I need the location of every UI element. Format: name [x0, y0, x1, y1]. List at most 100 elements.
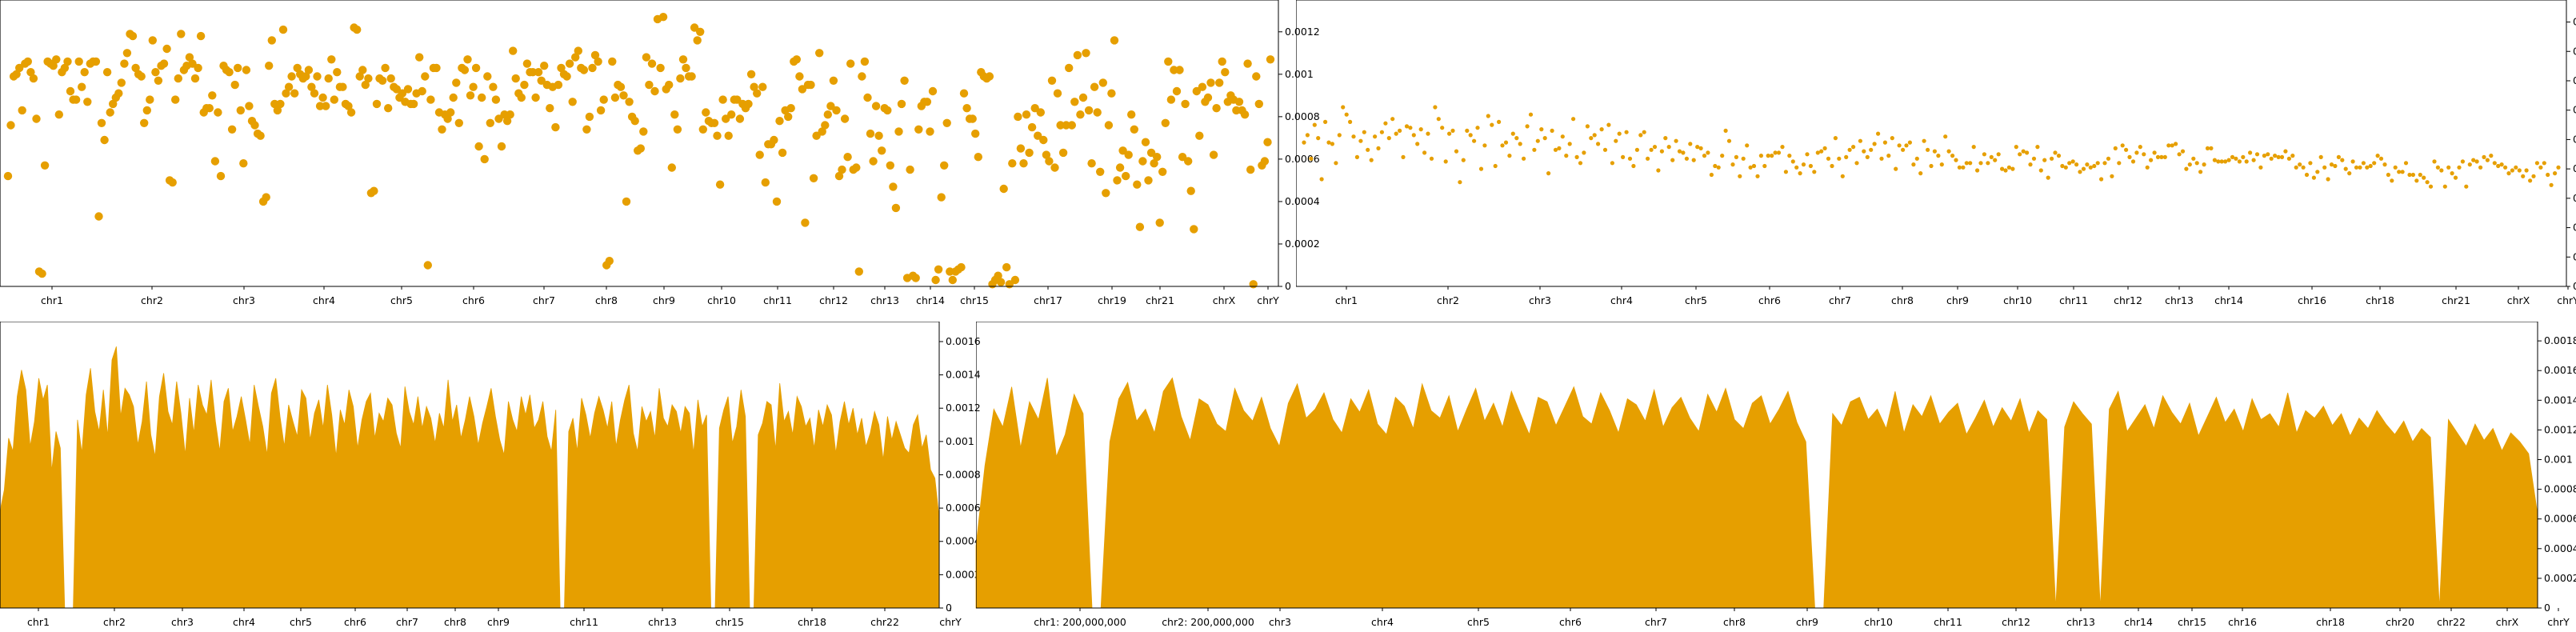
data-point	[1002, 262, 1011, 272]
data-point	[1334, 161, 1338, 166]
data-point	[1914, 156, 1919, 161]
x-tick-label: chr3	[1269, 616, 1291, 628]
data-point	[1713, 163, 1718, 169]
data-point	[1465, 128, 1470, 133]
x-tick-label: chr3	[233, 294, 255, 306]
data-point	[423, 261, 432, 270]
y-tick-label: 0.0014	[2573, 74, 2576, 86]
data-point	[2170, 143, 2174, 148]
data-point	[2106, 156, 2111, 161]
data-point	[2382, 162, 2387, 167]
data-point	[1691, 158, 1696, 162]
data-point	[142, 106, 151, 115]
coverage-area	[975, 377, 2538, 609]
y-tick-label: 0.0002	[1285, 238, 1320, 250]
data-point	[1337, 133, 1342, 138]
y-tick-label: 0.0006	[2544, 513, 2576, 525]
data-point	[1436, 117, 1441, 122]
data-point	[1146, 148, 1156, 158]
data-point	[2347, 171, 2352, 176]
y-tick-label: 0.001	[2573, 133, 2576, 145]
data-point	[551, 122, 560, 132]
data-point	[744, 99, 753, 109]
data-point	[2010, 166, 2015, 171]
data-point	[54, 110, 64, 119]
data-point	[1706, 150, 1710, 155]
data-point	[372, 99, 382, 109]
data-point	[1122, 171, 1130, 181]
data-point	[2063, 165, 2068, 170]
data-point	[146, 95, 154, 104]
data-point	[494, 114, 503, 123]
data-point	[2418, 172, 2422, 178]
data-point	[2329, 162, 2334, 167]
data-point	[2202, 162, 2206, 167]
data-point	[874, 131, 883, 140]
x-tick-label: chr22	[870, 616, 899, 628]
data-point	[2248, 150, 2253, 155]
data-point	[1649, 147, 1654, 152]
x-tick-label: chr15	[960, 294, 989, 306]
data-point	[2471, 158, 2476, 162]
data-point	[630, 117, 639, 126]
data-point	[502, 117, 512, 126]
data-point	[940, 161, 949, 170]
x-tick-label: chrX	[2507, 294, 2530, 306]
y-tick-label: 0.0018	[2573, 16, 2576, 28]
data-point	[772, 197, 782, 206]
data-point	[1822, 146, 1827, 150]
data-point	[682, 63, 690, 73]
data-point	[1309, 156, 1314, 161]
data-point	[378, 76, 387, 86]
x-tick-label: chr6	[1559, 616, 1582, 628]
data-point	[1614, 138, 1618, 143]
data-point	[225, 68, 234, 77]
data-point	[2099, 177, 2104, 182]
data-point	[327, 55, 336, 64]
data-point	[2294, 165, 2298, 170]
data-point	[878, 146, 886, 155]
data-point	[809, 174, 818, 182]
data-point	[330, 95, 338, 104]
data-point	[278, 25, 288, 34]
data-point	[1383, 121, 1388, 126]
x-tick-label: chr6	[344, 616, 366, 628]
data-point	[2216, 159, 2221, 164]
data-point	[1546, 171, 1551, 176]
x-tick-label: chr1: 200,000,000	[1034, 616, 1126, 628]
data-point	[151, 68, 160, 77]
data-point	[770, 135, 778, 145]
data-point	[795, 72, 804, 81]
data-point	[588, 63, 597, 73]
data-point	[608, 57, 617, 66]
data-point	[1073, 50, 1082, 60]
data-point	[2006, 165, 2011, 170]
data-point	[60, 63, 70, 73]
data-point	[931, 275, 940, 285]
x-tick-label: chr17	[1034, 294, 1062, 306]
data-point	[2546, 172, 2550, 178]
data-point	[381, 63, 390, 73]
data-point	[1087, 159, 1096, 168]
data-point	[2350, 159, 2355, 164]
data-point	[866, 129, 875, 138]
data-point	[786, 104, 795, 113]
data-point	[2457, 165, 2462, 170]
y-tick-label: 0.0008	[1285, 110, 1320, 122]
data-point	[474, 142, 483, 151]
data-point	[1847, 147, 1852, 152]
data-point	[2301, 165, 2306, 170]
data-point	[1039, 135, 1048, 145]
x-tick-label: chr4	[233, 616, 255, 628]
data-point	[2102, 161, 2107, 166]
data-point	[1968, 161, 1973, 166]
x-tick-label: chr7	[1645, 616, 1667, 628]
data-point	[2343, 166, 2348, 171]
data-point	[2460, 159, 2465, 164]
data-point	[1478, 166, 1484, 171]
data-point	[140, 118, 149, 127]
data-point	[1141, 138, 1150, 146]
data-point	[1929, 163, 1934, 169]
data-point	[753, 89, 762, 98]
data-point	[1755, 174, 1760, 178]
